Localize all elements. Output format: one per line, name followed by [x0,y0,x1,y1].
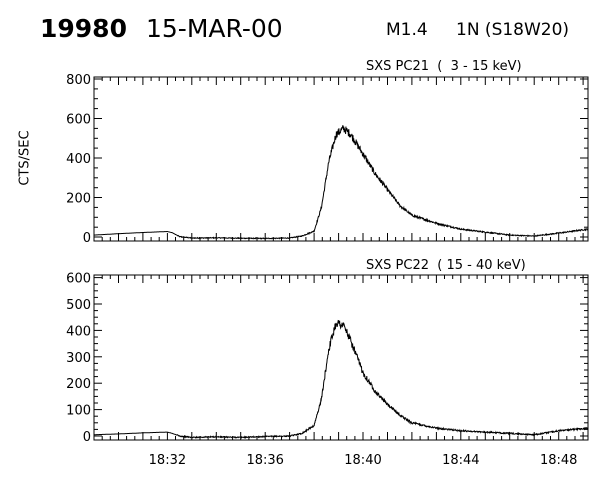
panel2-frame [93,274,589,441]
flare-class: M1.4 [386,20,428,40]
y-tick-label: 800 [66,73,91,88]
panel1-title: SXS PC21 ( 3 - 15 keV) [366,59,522,74]
y-tick-label: 400 [66,152,91,167]
y-tick-label: 200 [66,192,91,207]
y-tick-label: 600 [66,113,91,128]
y-tick-label: 0 [83,430,91,445]
y-tick-label: 600 [66,272,91,287]
y-tick-label: 300 [66,351,91,366]
x-tick-label: 18:48 [540,453,577,468]
flare-location: 1N (S18W20) [456,20,570,40]
event-number: 19980 [40,14,127,43]
x-tick-label: 18:40 [344,453,381,468]
panel2-lightcurve [94,319,589,440]
y-tick-label: 0 [83,231,91,246]
panel1-lightcurve [94,125,589,240]
panel2-title: SXS PC22 ( 15 - 40 keV) [366,258,526,273]
y-tick-label: 100 [66,404,91,419]
panel1-frame [93,76,589,242]
x-tick-label: 18:36 [246,453,283,468]
y-tick-label: 500 [66,298,91,313]
y-tick-label: 400 [66,324,91,339]
x-tick-label: 18:32 [149,453,186,468]
y-tick-label: 200 [66,377,91,392]
x-tick-label: 18:44 [442,453,479,468]
event-date: 15-MAR-00 [146,14,283,43]
